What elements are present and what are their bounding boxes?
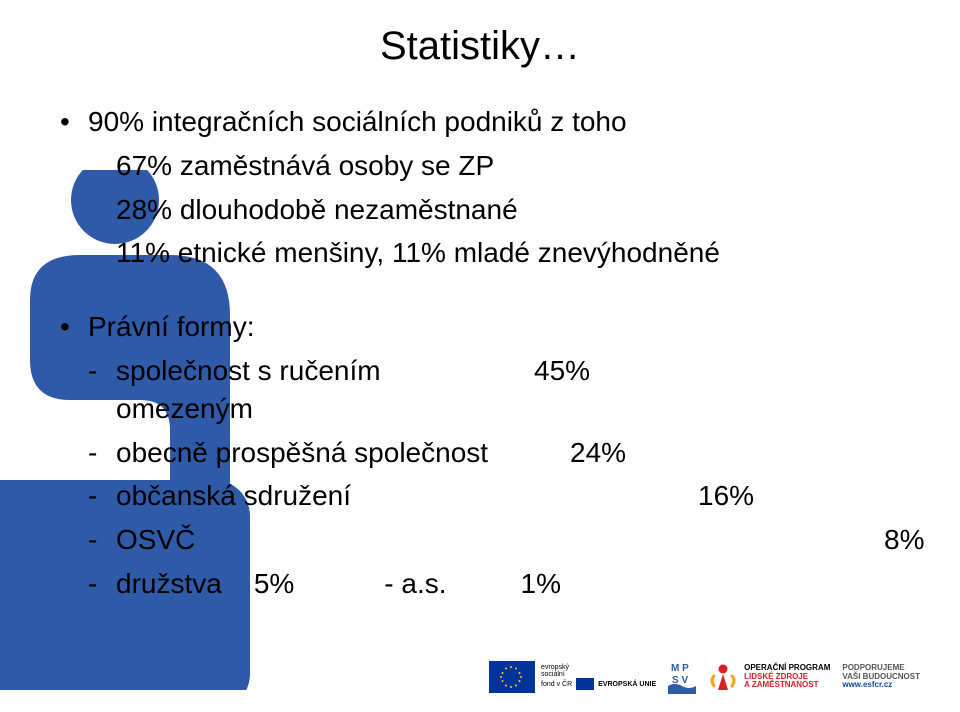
- op-lzz-icon: [708, 662, 738, 692]
- op-lzz-logo: OPERAČNÍ PROGRAM LIDSKÉ ZDROJE A ZAMĚSTN…: [708, 662, 830, 692]
- esf-text-l2: sociální: [541, 671, 656, 678]
- legal-forms-label: Právní formy:: [88, 311, 254, 342]
- legal-form-label: OSVČ: [116, 521, 516, 559]
- esf-flag-icon: [489, 661, 535, 693]
- legal-form-label: družstva: [116, 565, 222, 603]
- dash-icon: -: [88, 565, 116, 603]
- eu-text: EVROPSKÁ UNIE: [598, 681, 656, 688]
- esf-text-l1: evropský: [541, 664, 656, 671]
- legal-form-row: - obecně prospěšná společnost 24%: [60, 434, 900, 472]
- legal-form-value: 8%: [884, 521, 924, 559]
- legal-form-row: - společnost s ručením omezeným 45%: [60, 352, 900, 428]
- op-lzz-text: OPERAČNÍ PROGRAM LIDSKÉ ZDROJE A ZAMĚSTN…: [744, 664, 830, 690]
- esf-text-l3: fond v ČR: [541, 681, 572, 688]
- stats-line-1: 90% integračních sociálních podniků z to…: [88, 106, 627, 137]
- dash-icon: -: [88, 434, 116, 472]
- mpsv-logo: M P S V: [668, 660, 696, 694]
- bullet-list-2: Právní formy:: [60, 308, 900, 346]
- legal-form-value-2: 1%: [521, 565, 561, 603]
- legal-form-label: občanská sdružení: [116, 477, 516, 515]
- bullet-stats: 90% integračních sociálních podniků z to…: [60, 103, 900, 141]
- legal-form-label: obecně prospěšná společnost: [116, 434, 516, 472]
- legal-form-value: 5%: [254, 565, 294, 603]
- dash-icon: -: [88, 521, 116, 559]
- mpsv-top: M P: [671, 663, 689, 674]
- bullet-list: 90% integračních sociálních podniků z to…: [60, 103, 900, 141]
- legal-form-value: 45%: [534, 352, 590, 390]
- footer-logo-strip: evropský sociální fond v ČR EVROPSKÁ UNI…: [489, 660, 920, 694]
- esf-text: evropský sociální fond v ČR EVROPSKÁ UNI…: [541, 664, 656, 691]
- eu-flag-icon: [576, 678, 594, 690]
- op-text-l3: A ZAMĚSTNANOST: [744, 681, 830, 690]
- legal-form-value: 16%: [698, 477, 754, 515]
- legal-form-value: 24%: [570, 434, 626, 472]
- dash-icon: -: [88, 352, 116, 390]
- legal-form-label: společnost s ručením omezeným: [116, 352, 516, 428]
- slide-title: Statistiky…: [60, 24, 900, 69]
- stats-line-3: 28% dlouhodobě nezaměstnané: [60, 191, 900, 229]
- legal-form-as: - a.s.: [384, 565, 446, 603]
- bullet-legal-forms: Právní formy:: [60, 308, 900, 346]
- stats-line-2: 67% zaměstnává osoby se ZP: [60, 147, 900, 185]
- dash-icon: -: [88, 477, 116, 515]
- legal-form-row: - občanská sdružení 16%: [60, 477, 900, 515]
- stats-line-4: 11% etnické menšiny, 11% mladé znevýhodn…: [60, 234, 900, 272]
- legal-form-row: - OSVČ 8%: [60, 521, 900, 559]
- support-url[interactable]: www.esfcr.cz: [842, 680, 892, 689]
- esf-logo: evropský sociální fond v ČR EVROPSKÁ UNI…: [489, 661, 656, 693]
- support-text: PODPORUJEME VAŠI BUDOUCNOST www.esfcr.cz: [842, 664, 920, 690]
- legal-form-row-last: - družstva 5% - a.s. 1%: [60, 565, 900, 603]
